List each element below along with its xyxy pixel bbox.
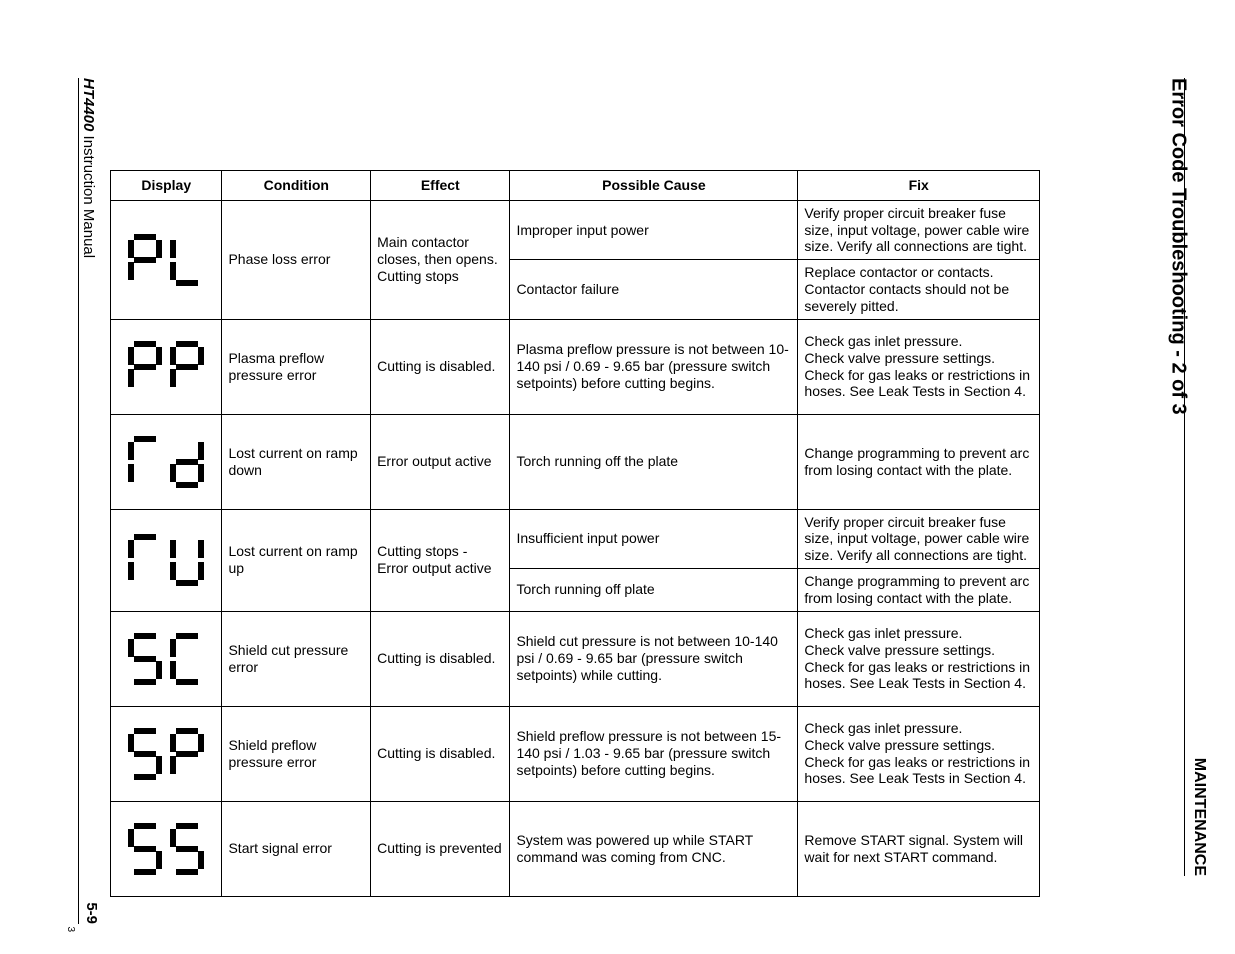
cause-cell: Contactor failure [510,260,798,319]
sub-page-number: 3 [65,926,76,932]
effect-cell: Main contactor closes, then opens.Cuttin… [371,200,510,319]
condition-cell: Shield cut pressure error [222,611,371,706]
display-cell [111,706,222,801]
manual-name-prefix: HT4400 [80,78,97,131]
table-row: Start signal errorCutting is preventedSy… [111,801,1040,896]
right-margin-label: Error Code Troubleshooting - 2 of 3 MAIN… [1162,78,1185,876]
fix-cell: Remove START signal. System will wait fo… [798,801,1040,896]
display-cell [111,414,222,509]
section-label: MAINTENANCE [1190,758,1208,876]
cause-cell: Insufficient input power [510,509,798,568]
fix-cell: Check gas inlet pressure.Check valve pre… [798,611,1040,706]
header-effect: Effect [371,171,510,201]
display-cell [111,509,222,611]
cause-cell: Plasma preflow pressure is not between 1… [510,319,798,414]
header-display: Display [111,171,222,201]
fix-cell: Change programming to prevent arc from l… [798,568,1040,611]
fix-cell: Check gas inlet pressure.Check valve pre… [798,706,1040,801]
effect-cell: Cutting stops -Error output active [371,509,510,611]
table-row: Shield preflow pressure errorCutting is … [111,706,1040,801]
header-condition: Condition [222,171,371,201]
table-row: Plasma preflow pressure errorCutting is … [111,319,1040,414]
table-row: Lost current on ramp upCutting stops -Er… [111,509,1040,568]
effect-cell: Cutting is disabled. [371,611,510,706]
effect-cell: Cutting is disabled. [371,319,510,414]
fix-cell: Check gas inlet pressure.Check valve pre… [798,319,1040,414]
manual-name-suffix: Instruction Manual [80,131,97,258]
cause-cell: Shield preflow pressure is not between 1… [510,706,798,801]
table-header-row: Display Condition Effect Possible Cause … [111,171,1040,201]
table-row: Phase loss errorMain contactor closes, t… [111,200,1040,259]
effect-cell: Error output active [371,414,510,509]
fix-cell: Verify proper circuit breaker fuse size,… [798,200,1040,259]
error-code-table: Display Condition Effect Possible Cause … [110,170,1040,897]
display-cell [111,200,222,319]
condition-cell: Shield preflow pressure error [222,706,371,801]
fix-cell: Verify proper circuit breaker fuse size,… [798,509,1040,568]
condition-cell: Phase loss error [222,200,371,319]
page-number: 5-9 [83,902,100,924]
condition-cell: Start signal error [222,801,371,896]
page: HT4400 Instruction Manual 5-9 3 Error Co… [0,0,1235,954]
page-title: Error Code Troubleshooting - 2 of 3 [1167,78,1190,415]
condition-cell: Plasma preflow pressure error [222,319,371,414]
display-cell [111,611,222,706]
manual-name: HT4400 Instruction Manual [80,78,97,258]
fix-cell: Change programming to prevent arc from l… [798,414,1040,509]
fix-cell: Replace contactor or contacts. Contactor… [798,260,1040,319]
error-table-wrap: Display Condition Effect Possible Cause … [110,170,1040,897]
error-table-body: Phase loss errorMain contactor closes, t… [111,200,1040,896]
table-row: Lost current on ramp downError output ac… [111,414,1040,509]
display-cell [111,801,222,896]
header-cause: Possible Cause [510,171,798,201]
effect-cell: Cutting is prevented [371,801,510,896]
cause-cell: Torch running off the plate [510,414,798,509]
effect-cell: Cutting is disabled. [371,706,510,801]
cause-cell: Shield cut pressure is not between 10-14… [510,611,798,706]
condition-cell: Lost current on ramp up [222,509,371,611]
table-row: Shield cut pressure errorCutting is disa… [111,611,1040,706]
condition-cell: Lost current on ramp down [222,414,371,509]
display-cell [111,319,222,414]
left-margin-label: HT4400 Instruction Manual 5-9 3 [78,78,105,924]
cause-cell: Improper input power [510,200,798,259]
cause-cell: Torch running off plate [510,568,798,611]
header-fix: Fix [798,171,1040,201]
cause-cell: System was powered up while START comman… [510,801,798,896]
